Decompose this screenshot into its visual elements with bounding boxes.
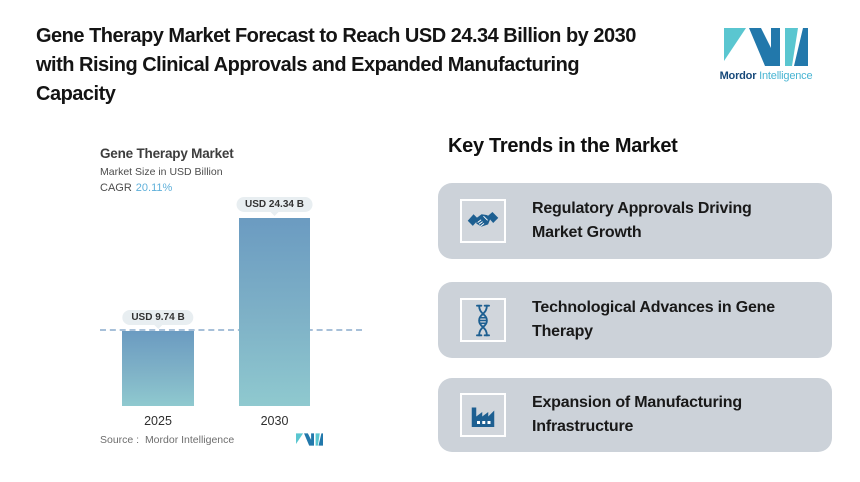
bar (239, 218, 310, 406)
brand-name: Mordor (719, 70, 757, 82)
value-badge: USD 9.74 B (122, 309, 194, 329)
trend-card-text: Technological Advances in Gene Therapy (532, 296, 775, 344)
brand-logo-text: Mordor Intelligence (716, 70, 816, 82)
trend-line: Expansion of Manufacturing (532, 394, 742, 411)
page-title-line: Gene Therapy Market Forecast to Reach US… (36, 25, 636, 47)
x-axis-label: 2030 (260, 414, 289, 428)
icon-box (460, 199, 506, 243)
chart-subtitle: Market Size in USD Billion (100, 166, 223, 178)
trend-line: Regulatory Approvals Driving (532, 200, 752, 217)
trends-heading: Key Trends in the Market (448, 135, 678, 157)
trend-card-text: Expansion of Manufacturing Infrastructur… (532, 391, 742, 439)
trend-card-regulatory-approvals: Regulatory Approvals Driving Market Grow… (438, 183, 832, 259)
chart-title: Gene Therapy Market (100, 146, 234, 161)
bar-chart-plot: USD 9.74 B 2025 USD 24.34 B 2030 (100, 195, 362, 428)
trend-line: Infrastructure (532, 418, 634, 435)
page-title: Gene Therapy Market Forecast to Reach US… (36, 22, 716, 109)
cagr-label: CAGR (100, 182, 132, 194)
cagr-value: 20.11% (135, 182, 173, 194)
trend-line: Market Growth (532, 224, 642, 241)
chart-cagr: CAGR 20.11% (100, 182, 172, 194)
dna-icon (476, 304, 490, 336)
page-title-line: Capacity (36, 83, 116, 105)
trend-card-text: Regulatory Approvals Driving Market Grow… (532, 197, 752, 245)
handshake-icon (467, 211, 499, 227)
trend-card-manufacturing-expansion: Expansion of Manufacturing Infrastructur… (438, 378, 832, 452)
trend-line: Therapy (532, 323, 593, 340)
bar-group-2030: USD 24.34 B 2030 (236, 195, 313, 428)
x-axis-label: 2025 (144, 414, 172, 428)
threshold-line (100, 328, 362, 331)
brand-logo: Mordor Intelligence (716, 27, 816, 82)
source-row: Source : Mordor Intelligence (100, 433, 324, 446)
brand-name-suffix: Intelligence (759, 70, 813, 82)
value-badge: USD 24.34 B (236, 197, 313, 216)
mordor-intelligence-logo-icon (724, 28, 808, 66)
icon-box (460, 298, 506, 342)
page-title-line: with Rising Clinical Approvals and Expan… (36, 54, 580, 76)
bar-group-2025: USD 9.74 B 2025 (122, 195, 194, 428)
icon-box (460, 393, 506, 437)
factory-icon (471, 407, 495, 427)
trend-card-technological-advances: Technological Advances in Gene Therapy (438, 282, 832, 358)
source-label: Source : Mordor Intelligence (100, 433, 235, 446)
trend-line: Technological Advances in Gene (532, 299, 775, 316)
mordor-intelligence-logo-small-icon (296, 433, 324, 446)
bar (122, 330, 194, 406)
